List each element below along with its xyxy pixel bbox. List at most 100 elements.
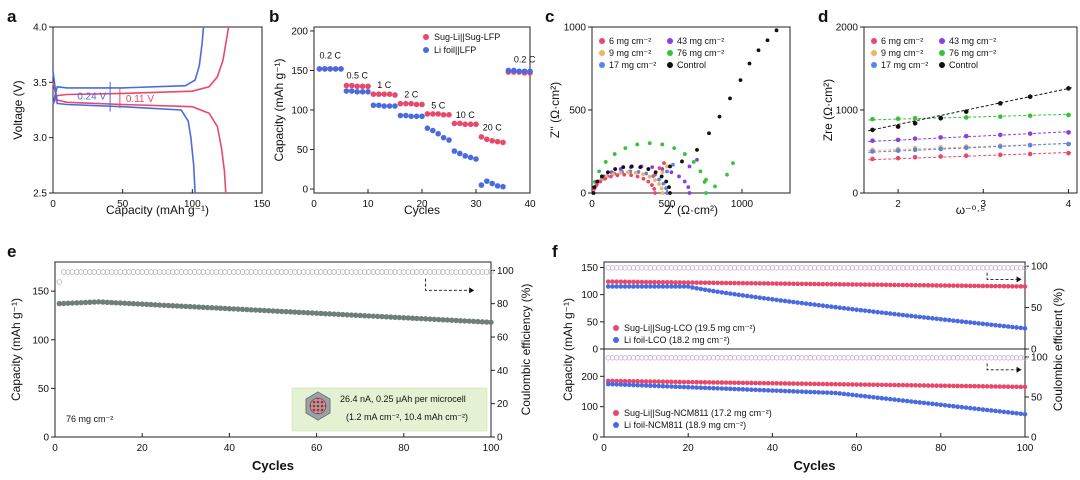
capacity-point-li-foil-lco <box>900 312 906 318</box>
capacity-point-li-foil-ncm <box>744 387 750 392</box>
panel-f-top-ytick-label: 50 <box>587 317 599 328</box>
capacity-point-sug-ncm <box>930 383 935 388</box>
panel-f-bottom-right-ytick-label: 100 <box>1031 353 1048 364</box>
ce-point <box>427 269 433 275</box>
capacity-point-li-foil-ncm <box>782 388 788 394</box>
nyquist-point <box>650 165 655 170</box>
capacity-point-li-foil-ncm <box>1010 410 1015 416</box>
data-point-sug-li <box>381 91 388 97</box>
nyquist-point <box>641 176 646 181</box>
capacity-point-sug-ncm <box>959 383 965 389</box>
capacity-point-sug-ncm <box>871 382 876 388</box>
capacity-point-sug-ncm <box>850 382 855 387</box>
capacity-point <box>139 301 145 307</box>
capacity-point-li-foil-ncm <box>1018 411 1024 417</box>
capacity-point-li-foil-ncm <box>774 388 779 393</box>
capacity-point-sug-ncm <box>883 382 889 388</box>
capacity-point-li-foil-ncm <box>740 387 746 392</box>
capacity-point <box>466 318 472 324</box>
ce-point <box>135 269 141 275</box>
capacity-point-li-foil-lco <box>972 320 977 326</box>
capacity-point-sug-ncm <box>702 380 708 385</box>
ce-point <box>414 269 420 275</box>
capacity-point <box>444 317 451 323</box>
data-point-li-foil <box>397 112 404 119</box>
ce-point <box>121 269 128 275</box>
capacity-point <box>483 319 490 325</box>
ce-point <box>685 355 691 361</box>
ce-point <box>113 269 119 275</box>
nyquist-point <box>659 174 664 179</box>
ce-point <box>383 269 390 275</box>
capacity-point <box>283 308 289 315</box>
ce-point <box>820 355 826 361</box>
capacity-point-sug-ncm <box>614 378 619 384</box>
legend-label: Li foil-NCM811 (18.9 mg cm⁻²) <box>624 420 746 430</box>
ce-point <box>400 269 407 275</box>
data-point-li-foil <box>349 88 355 94</box>
capacity-point-li-foil-ncm <box>816 390 822 395</box>
panel-a-xlabel: Capacity (mAh g⁻¹) <box>106 203 209 217</box>
ce-point <box>715 355 721 361</box>
ce-point <box>976 265 982 271</box>
capacity-point <box>418 315 424 322</box>
panel-f-top-ytick-label: 100 <box>581 290 598 301</box>
nyquist-point <box>668 191 672 195</box>
data-point-li-foil <box>359 89 366 95</box>
capacity-point-sug-lco <box>993 283 998 289</box>
ce-point <box>807 265 813 271</box>
capacity-point-li-foil-lco <box>963 319 969 325</box>
data-point-sug-li <box>435 111 442 117</box>
panel-f-bottom-right-ytick-label: 0 <box>1031 433 1037 444</box>
ce-point <box>117 269 124 275</box>
capacity-point-li-foil-lco <box>698 286 704 292</box>
capacity-point <box>248 307 254 313</box>
zre-point <box>963 145 969 151</box>
rate-label: 0.5 C <box>346 70 368 80</box>
capacity-point-sug-lco <box>1014 284 1019 289</box>
panel-b: b 0 10 20 30 40 0 50 100 150 200 0.2 C 0.5 C 1 C 2 C 5 … <box>269 7 536 217</box>
capacity-point <box>165 302 172 309</box>
capacity-point-li-foil-lco <box>631 284 636 289</box>
panel-f-xtick-label: 100 <box>1017 443 1034 454</box>
capacity-point <box>309 310 315 316</box>
capacity-point-li-foil-ncm <box>972 406 977 411</box>
capacity-point <box>239 306 246 313</box>
data-point-sug-li <box>424 111 431 117</box>
ce-point <box>803 355 809 361</box>
ce-point <box>479 269 486 275</box>
ce-point <box>331 269 337 275</box>
capacity-point-sug-lco <box>883 282 889 288</box>
capacity-point-li-foil-ncm <box>942 402 948 408</box>
capacity-point-sug-ncm <box>711 380 716 385</box>
nyquist-point <box>653 170 658 175</box>
ce-point <box>900 355 906 361</box>
capacity-point-li-foil-ncm <box>1022 411 1028 417</box>
ce-point <box>1005 265 1011 271</box>
legend-label: Li foil||LFP <box>434 45 476 55</box>
ce-point <box>235 269 241 275</box>
capacity-point <box>313 310 320 316</box>
capacity-point-sug-ncm <box>677 379 683 385</box>
ce-point <box>152 269 159 275</box>
capacity-point <box>257 307 263 313</box>
capacity-point-sug-ncm <box>892 382 897 388</box>
capacity-point-li-foil-lco <box>736 292 742 298</box>
ce-point <box>305 269 311 275</box>
panel-f-ylabel: Capacity (mAh g⁻¹) <box>561 298 575 401</box>
data-point-sug-li <box>343 82 350 89</box>
ce-point <box>108 269 115 275</box>
panel-f-top-right-ytick-label: 0 <box>1031 345 1037 356</box>
ce-axis-arrowhead <box>1016 366 1022 373</box>
ce-point <box>757 355 763 361</box>
ce-point <box>748 355 754 361</box>
panel-a-ytick-label: 3.0 <box>33 133 47 144</box>
capacity-point-li-foil-lco <box>694 285 699 291</box>
nyquist-point <box>615 173 620 178</box>
zre-point <box>1066 130 1071 135</box>
capacity-point <box>187 303 193 310</box>
ce-point <box>248 269 255 275</box>
nyquist-point <box>657 182 661 186</box>
capacity-point-sug-lco <box>1010 284 1015 289</box>
panel-e: e 26.4 nA, 0.25 μAh per microcell (1.2 mA… <box>7 242 533 473</box>
